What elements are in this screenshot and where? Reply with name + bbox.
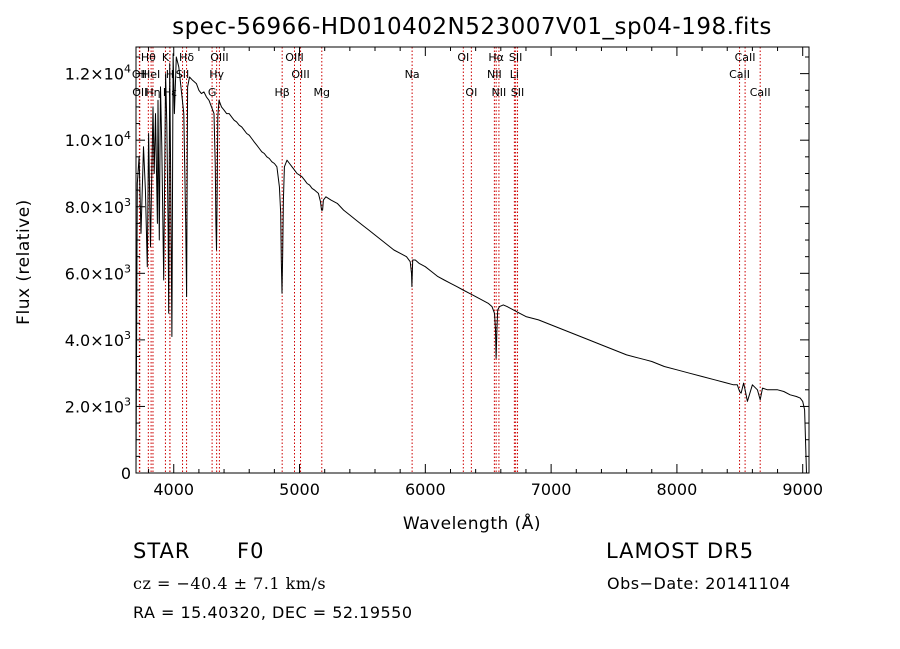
line-label: HeI xyxy=(142,68,160,81)
survey-label: LAMOST DR5 xyxy=(606,539,755,563)
coordinates-text: RA = 15.40320, DEC = 52.19550 xyxy=(133,603,413,622)
y-tick-label: 0 xyxy=(121,464,131,483)
plot-frame xyxy=(135,46,810,474)
line-label: OII xyxy=(132,86,147,99)
x-axis-label: Wavelength (Å) xyxy=(403,512,541,534)
y-tick-label: 1.0×104 xyxy=(65,129,131,150)
line-label: CaII xyxy=(735,51,756,64)
class-label: STAR xyxy=(133,539,191,563)
line-label: CaII xyxy=(750,86,771,99)
line-label: Hθ xyxy=(141,51,156,64)
x-tick-label: 5000 xyxy=(279,480,320,499)
x-tick-label: 7000 xyxy=(531,480,572,499)
line-label: Mg xyxy=(314,86,330,99)
line-label: OIII xyxy=(291,68,309,81)
line-label: Li xyxy=(510,68,519,81)
y-tick-label: 8.0×103 xyxy=(65,196,131,217)
line-label: Hδ xyxy=(179,51,194,64)
line-label: SII xyxy=(509,51,522,64)
line-markers xyxy=(138,47,761,473)
line-label: G xyxy=(208,86,217,99)
spectrum-chart: spec-56966-HD010402N523007V01_sp04-198.f… xyxy=(14,14,823,534)
redshift-text: cz = −40.4 ± 7.1 km/s xyxy=(133,574,327,593)
line-label: Na xyxy=(405,68,420,81)
spectrum-line xyxy=(135,53,807,474)
subclass-label: F0 xyxy=(237,539,265,563)
line-label: K xyxy=(162,51,170,64)
line-label: SII xyxy=(511,86,524,99)
chart-title: spec-56966-HD010402N523007V01_sp04-198.f… xyxy=(172,14,772,40)
line-label: CaII xyxy=(729,68,750,81)
obs-date-text: Obs−Date: 20141104 xyxy=(607,574,791,593)
line-label: H xyxy=(166,68,174,81)
line-label: Hε xyxy=(163,86,177,99)
x-tick-label: 4000 xyxy=(153,480,194,499)
x-tick-label: 8000 xyxy=(657,480,698,499)
y-tick-label: 4.0×103 xyxy=(65,329,131,350)
spectrum-series xyxy=(135,53,807,474)
line-label: NII xyxy=(487,68,502,81)
x-tick-label: 9000 xyxy=(782,480,823,499)
line-label: SII xyxy=(176,68,189,81)
y-tick-label: 1.2×104 xyxy=(65,63,131,84)
line-label: Hβ xyxy=(275,86,290,99)
line-label: OIII xyxy=(210,51,228,64)
y-tick-label: 6.0×103 xyxy=(65,262,131,283)
line-label: Hα xyxy=(488,51,504,64)
x-tick-label: 6000 xyxy=(405,480,446,499)
y-axis-label: Flux (relative) xyxy=(14,199,34,325)
line-label: OI xyxy=(465,86,477,99)
line-label: NII xyxy=(492,86,507,99)
line-label: OII xyxy=(132,68,147,81)
axis-ticks: 4000 5000 6000 7000 8000 9000 0 2.0×103 4.0×103 6… xyxy=(65,47,823,499)
y-tick-label: 2.0×103 xyxy=(65,395,131,416)
line-label: Hη xyxy=(145,86,160,99)
line-label: OIII xyxy=(285,51,303,64)
line-label: OI xyxy=(457,51,469,64)
line-label: Hγ xyxy=(209,68,224,81)
